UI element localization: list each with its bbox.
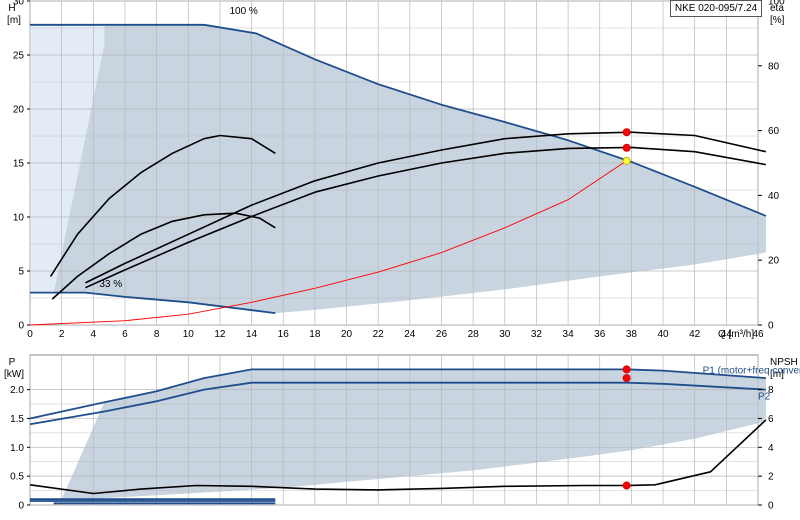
x-tick-label: 24 — [404, 329, 416, 340]
y-left-tick-label: 25 — [13, 51, 25, 62]
x-tick-label: 6 — [122, 329, 128, 340]
x-tick-label: 36 — [594, 329, 606, 340]
x-tick-label: 34 — [563, 329, 575, 340]
x-tick-label: 10 — [183, 329, 195, 340]
y-right-tick-label: 100 — [768, 0, 785, 8]
series-line-P1 — [29, 368, 766, 420]
y-left-tick-label: 1.0 — [10, 443, 24, 454]
y-right-tick-label: 40 — [768, 191, 780, 202]
duty-point — [622, 365, 631, 374]
series-line-h100 — [30, 23, 767, 217]
y-right-axis-unit: [%] — [770, 15, 785, 26]
duty-point — [622, 374, 631, 383]
y-right-tick-label: 8 — [768, 385, 774, 396]
y-right-axis-unit: [m] — [770, 369, 784, 380]
x-tick-label: 40 — [657, 329, 669, 340]
x-tick-label: 22 — [373, 329, 385, 340]
y-left-tick-label: 0 — [18, 321, 24, 332]
series-line-h33 — [30, 291, 276, 314]
y-left-tick-label: 0.5 — [10, 472, 24, 483]
y-left-tick-label: 10 — [13, 213, 25, 224]
x-tick-label: 16 — [278, 329, 290, 340]
x-tick-label: 14 — [246, 329, 258, 340]
y-right-tick-label: 0 — [768, 501, 774, 512]
y-left-tick-label: 2.0 — [10, 385, 24, 396]
y-right-axis-label: eta — [770, 3, 784, 14]
series-label-P2: P2 — [758, 392, 771, 403]
y-left-tick-label: 15 — [13, 159, 25, 170]
x-tick-label: 8 — [154, 329, 160, 340]
annotation-33-percent: 33 % — [99, 279, 122, 290]
x-axis-label: Q [m³/h] — [718, 329, 754, 340]
x-tick-label: 26 — [436, 329, 448, 340]
series-label-P1: P1 (motor+freq.converter) — [703, 366, 800, 377]
x-tick-label: 2 — [59, 329, 65, 340]
y-right-tick-label: 20 — [768, 256, 780, 267]
annotation-100-percent: 100 % — [229, 6, 257, 17]
y-right-tick-label: 4 — [768, 443, 774, 454]
duty-point — [622, 481, 631, 490]
duty-point — [622, 128, 631, 137]
y-right-tick-label: 80 — [768, 61, 780, 72]
y-left-tick-label: 20 — [13, 105, 25, 116]
duty-point — [622, 143, 631, 152]
x-tick-label: 38 — [626, 329, 638, 340]
series-line-eta_total_lower — [85, 146, 767, 289]
x-tick-label: 0 — [27, 329, 33, 340]
y-right-tick-label: 60 — [768, 126, 780, 137]
series-line-eta_high — [49, 134, 276, 277]
x-tick-label: 4 — [91, 329, 97, 340]
y-right-tick-label: 6 — [768, 414, 774, 425]
y-left-axis-unit: [kW] — [4, 369, 24, 380]
x-tick-label: 28 — [468, 329, 480, 340]
y-right-tick-label: 2 — [768, 472, 774, 483]
x-tick-label: 32 — [531, 329, 543, 340]
x-tick-label: 18 — [309, 329, 321, 340]
series-line-P2 — [29, 381, 766, 426]
operating-region-light — [30, 24, 105, 293]
x-tick-label: 46 — [752, 329, 764, 340]
y-left-axis-label: P — [9, 357, 16, 368]
y-right-tick-label: 0 — [768, 321, 774, 332]
y-left-axis-unit: [m] — [7, 15, 21, 26]
y-left-tick-label: 0 — [18, 501, 24, 512]
x-tick-label: 20 — [341, 329, 353, 340]
series-line-system_curve — [29, 160, 627, 326]
y-left-tick-label: 5 — [18, 267, 24, 278]
y-left-tick-label: 1.5 — [10, 414, 24, 425]
duty-point — [622, 156, 631, 165]
series-line-NPSH — [29, 419, 767, 495]
x-tick-label: 42 — [689, 329, 701, 340]
series-line-eta_total_upper — [85, 131, 767, 284]
y-right-axis-label: NPSH — [770, 357, 798, 368]
y-left-tick-label: 30 — [13, 0, 25, 8]
x-tick-label: 30 — [499, 329, 511, 340]
y-left-axis-label: H — [8, 3, 15, 14]
x-tick-label: 44 — [721, 329, 733, 340]
model-label: NKE 020-095/7.24 — [670, 0, 762, 17]
x-tick-label: 12 — [214, 329, 226, 340]
operating-region — [61, 369, 766, 500]
